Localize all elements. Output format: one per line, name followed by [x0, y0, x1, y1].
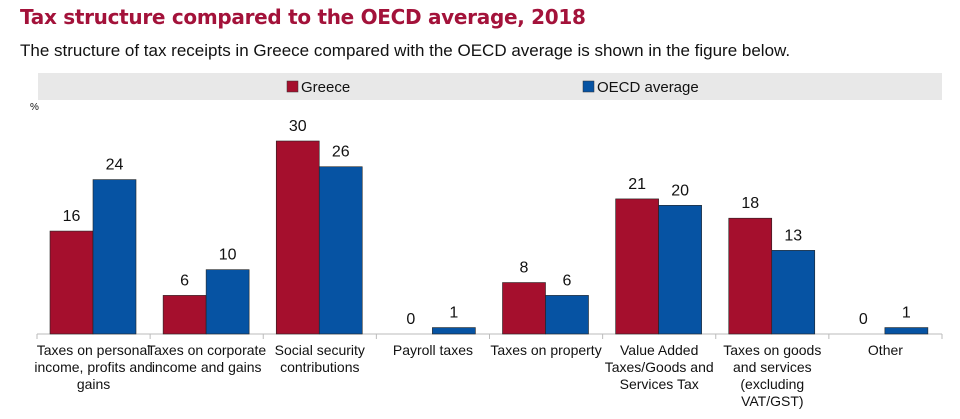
x-tick-label: Taxes on corporate: [147, 342, 266, 358]
x-tick-label: Taxes on property: [490, 342, 601, 358]
legend-label-1: OECD average: [597, 79, 699, 96]
page-subtitle: The structure of tax receipts in Greece …: [20, 41, 791, 60]
x-tick-label: Taxes/Goods and: [605, 359, 714, 375]
bar-oecd-average: [318, 166, 363, 335]
data-label: 8: [520, 260, 529, 277]
x-tick-label: VAT/GST): [741, 393, 803, 409]
x-tick-label: Taxes on personal: [37, 342, 151, 358]
bar-greece: [728, 217, 773, 335]
x-tick-label: Value Added: [620, 342, 698, 358]
data-label: 6: [563, 272, 572, 289]
legend-label-0: Greece: [301, 79, 350, 96]
bar-greece: [162, 295, 207, 335]
bar-greece: [615, 198, 659, 335]
x-tick-label: gains: [77, 376, 110, 392]
bar-oecd-average: [545, 295, 589, 335]
data-label: 6: [180, 272, 189, 289]
data-label: 26: [332, 144, 350, 161]
data-label: 10: [219, 247, 237, 264]
data-label: 0: [859, 311, 868, 328]
bar-oecd-average: [205, 269, 250, 335]
bar-greece: [502, 282, 546, 335]
x-tick-label: Social security: [275, 342, 365, 358]
x-tick-label: income, profits and: [34, 359, 152, 375]
bar-greece: [49, 230, 94, 335]
bar-oecd-average: [658, 205, 702, 335]
bar-oecd-average: [884, 327, 929, 335]
bar-oecd-average: [432, 327, 476, 335]
data-label: 0: [406, 311, 415, 328]
bar-oecd-average: [92, 179, 137, 335]
data-label: 24: [106, 157, 124, 174]
data-label: 20: [671, 182, 689, 199]
x-tick-label: Payroll taxes: [393, 342, 473, 358]
data-label: 1: [449, 305, 458, 322]
bar-greece: [275, 140, 320, 335]
data-label: 16: [63, 208, 81, 225]
y-axis-unit-label: %: [30, 102, 39, 113]
legend-swatch-1: [582, 80, 595, 93]
data-label: 18: [741, 195, 759, 212]
x-tick-label: contributions: [280, 359, 359, 375]
x-tick-label: Taxes on goods: [723, 342, 821, 358]
bar-oecd-average: [771, 250, 816, 335]
data-label: 1: [902, 305, 911, 322]
x-tick-label: income and gains: [152, 359, 262, 375]
x-tick-label: Other: [868, 342, 903, 358]
legend-swatch-0: [286, 80, 299, 93]
page-title: Tax structure compared to the OECD avera…: [20, 5, 586, 29]
data-label: 13: [784, 227, 802, 244]
legend-background: [38, 73, 942, 100]
data-label: 30: [289, 118, 307, 135]
x-tick-label: and services: [733, 359, 812, 375]
x-tick-label: Services Tax: [620, 376, 699, 392]
x-tick-label: (excluding: [740, 376, 804, 392]
data-label: 21: [628, 176, 646, 193]
